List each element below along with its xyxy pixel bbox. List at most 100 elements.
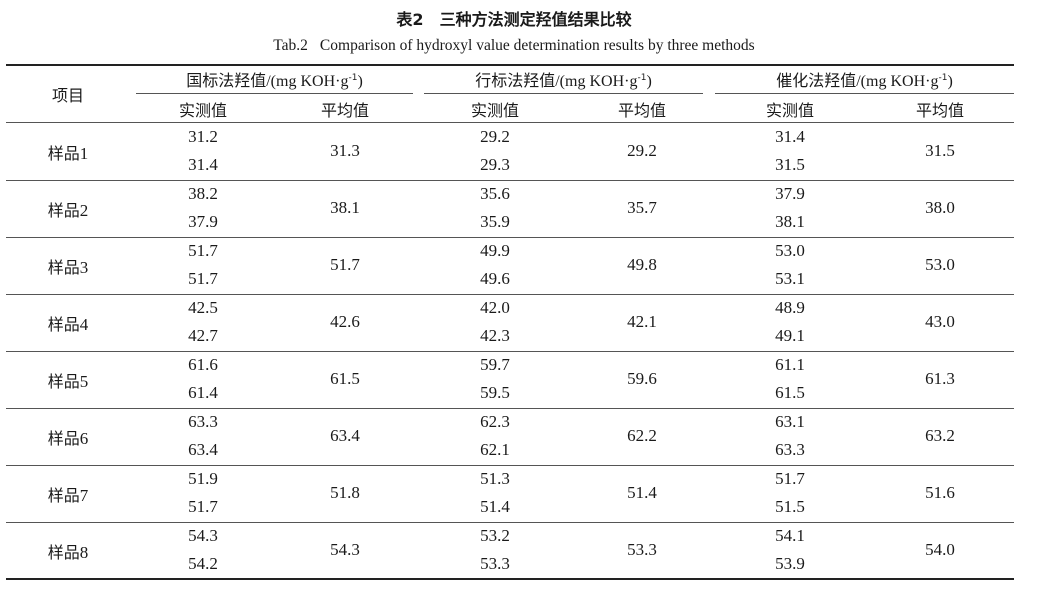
bottom-rule [6, 578, 1014, 580]
average-value: 31.5 [925, 141, 955, 160]
group-underline [715, 93, 1014, 94]
subheader-measured: 实测值 [470, 101, 519, 120]
measured-value: 53.9 [775, 554, 805, 573]
average-value: 42.1 [627, 312, 657, 331]
row-label: 样品2 [28, 197, 108, 221]
measured-value: 51.7 [188, 269, 218, 288]
table-number-cn: 表2 [396, 10, 424, 29]
group-header: 国标法羟值/(mg KOH·g-1) [136, 67, 413, 91]
measured-value: 61.4 [188, 383, 218, 402]
measured-value: 54.1 [775, 526, 805, 545]
row-label: 样品5 [28, 368, 108, 392]
row-divider [6, 351, 1014, 352]
table-caption-cn: 表2 三种方法测定羟值结果比较 [0, 6, 1028, 30]
row-label: 样品8 [28, 539, 108, 563]
average-value: 61.3 [925, 369, 955, 388]
measured-value: 38.1 [775, 212, 805, 231]
sample-label: 样品 [47, 315, 80, 334]
measured-value: 62.3 [480, 412, 510, 431]
average-value: 62.2 [627, 426, 657, 445]
sample-label: 样品 [47, 543, 80, 562]
average-value: 53.0 [925, 255, 955, 274]
sample-label: 样品 [47, 201, 80, 220]
subheader-measured: 实测值 [178, 101, 227, 120]
average-value: 63.2 [925, 426, 955, 445]
measured-value: 42.0 [480, 298, 510, 317]
measured-value: 37.9 [775, 184, 805, 203]
top-rule [6, 64, 1014, 66]
measured-value: 62.1 [480, 440, 510, 459]
group-name: 催化法羟值 [776, 71, 857, 90]
average-value: 51.8 [330, 483, 360, 502]
measured-value: 63.4 [188, 440, 218, 459]
group-underline [136, 93, 413, 94]
sample-label: 样品 [47, 372, 80, 391]
measured-value: 31.2 [188, 127, 218, 146]
row-label: 样品1 [28, 140, 108, 164]
group-unit: /(mg KOH·g [555, 73, 638, 90]
average-value: 35.7 [627, 198, 657, 217]
sample-label: 样品 [47, 486, 80, 505]
measured-value: 59.7 [480, 355, 510, 374]
group-header: 行标法羟值/(mg KOH·g-1) [424, 67, 703, 91]
sample-label: 样品 [47, 144, 80, 163]
row-label: 样品3 [28, 254, 108, 278]
row-label: 样品4 [28, 311, 108, 335]
sample-number: 2 [79, 201, 89, 220]
measured-value: 37.9 [188, 212, 218, 231]
table-title-en: Comparison of hydroxyl value determinati… [319, 37, 755, 54]
average-value: 31.3 [330, 141, 360, 160]
average-value: 63.4 [330, 426, 360, 445]
measured-value: 48.9 [775, 298, 805, 317]
group-unit: /(mg KOH·g [856, 73, 939, 90]
measured-value: 51.4 [480, 497, 510, 516]
table-number-en: Tab.2 [273, 37, 308, 54]
sample-number: 1 [79, 144, 89, 163]
sample-number: 7 [79, 486, 89, 505]
average-value: 29.2 [627, 141, 657, 160]
average-value: 54.3 [330, 540, 360, 559]
measured-value: 42.5 [188, 298, 218, 317]
measured-value: 42.7 [188, 326, 218, 345]
sample-number: 6 [79, 429, 89, 448]
measured-value: 61.6 [188, 355, 218, 374]
average-value: 49.8 [627, 255, 657, 274]
sample-number: 4 [79, 315, 89, 334]
measured-value: 31.4 [775, 127, 805, 146]
measured-value: 51.7 [775, 469, 805, 488]
measured-value: 31.5 [775, 155, 805, 174]
row-divider [6, 522, 1014, 523]
row-label: 样品6 [28, 425, 108, 449]
average-value: 38.1 [330, 198, 360, 217]
measured-value: 53.2 [480, 526, 510, 545]
table-caption-en: Tab.2 Comparison of hydroxyl value determ… [0, 37, 1028, 55]
measured-value: 51.9 [188, 469, 218, 488]
measured-value: 54.3 [188, 526, 218, 545]
measured-value: 29.2 [480, 127, 510, 146]
measured-value: 49.1 [775, 326, 805, 345]
row-divider [6, 180, 1014, 181]
sample-number: 8 [79, 543, 89, 562]
subheader-average: 平均值 [320, 101, 369, 120]
measured-value: 51.3 [480, 469, 510, 488]
row-divider [6, 465, 1014, 466]
average-value: 54.0 [925, 540, 955, 559]
unit-exponent: -1 [637, 73, 647, 83]
subheader-average: 平均值 [915, 101, 964, 120]
subheader-measured: 实测值 [765, 101, 814, 120]
measured-value: 49.6 [480, 269, 510, 288]
unit-close: ) [947, 73, 953, 90]
measured-value: 53.1 [775, 269, 805, 288]
measured-value: 54.2 [188, 554, 218, 573]
sample-number: 5 [79, 372, 89, 391]
unit-exponent: -1 [938, 73, 948, 83]
average-value: 51.6 [925, 483, 955, 502]
measured-value: 59.5 [480, 383, 510, 402]
sample-label: 样品 [47, 258, 80, 277]
group-header: 催化法羟值/(mg KOH·g-1) [715, 67, 1014, 91]
measured-value: 35.6 [480, 184, 510, 203]
sample-number: 3 [79, 258, 89, 277]
group-name: 行标法羟值 [475, 71, 556, 90]
average-value: 38.0 [925, 198, 955, 217]
table-title-cn: 三种方法测定羟值结果比较 [439, 10, 632, 29]
